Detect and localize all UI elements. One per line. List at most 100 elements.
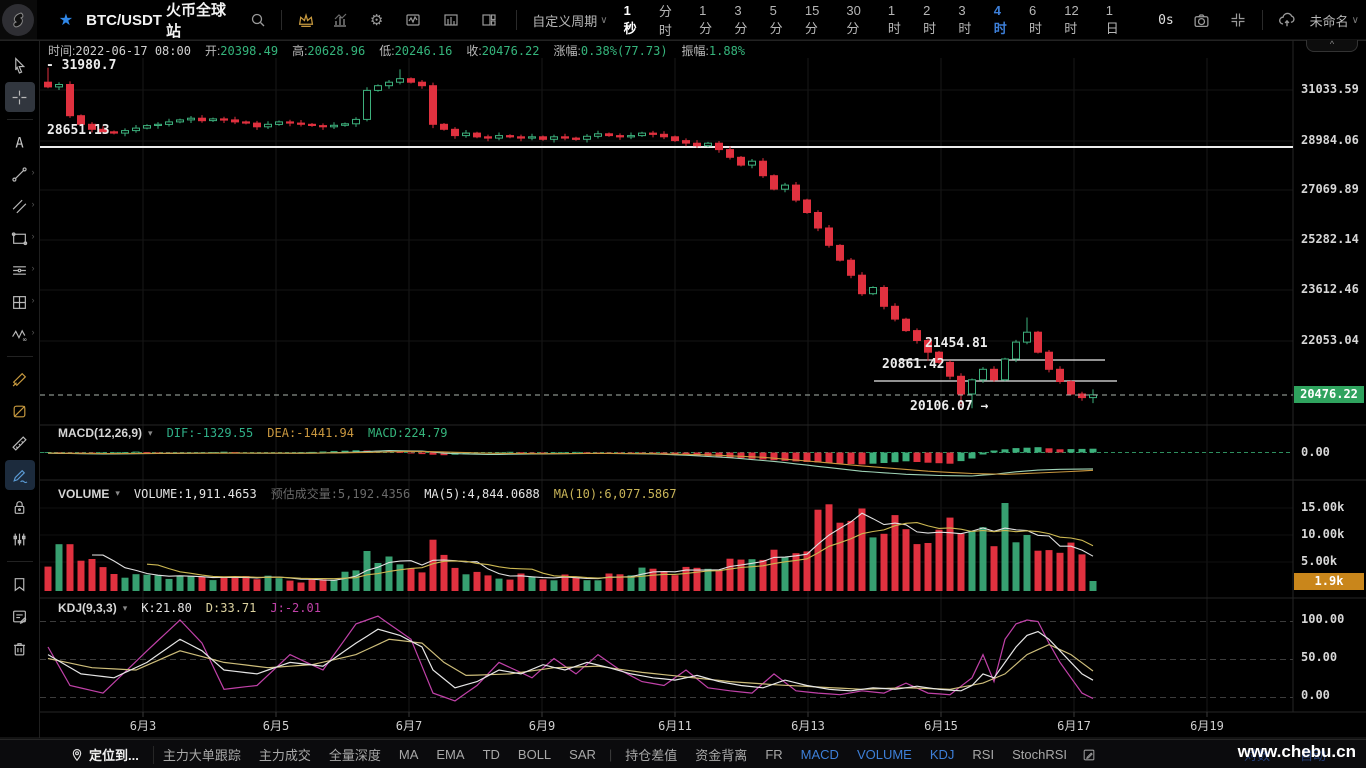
indicator-VOLUME[interactable]: VOLUME	[856, 747, 912, 762]
crown-icon[interactable]	[297, 12, 314, 29]
indicator-SAR[interactable]: SAR	[569, 747, 596, 762]
timeframe-3分[interactable]: 3分	[734, 3, 748, 36]
horizontal-lines-tool[interactable]: ›	[5, 255, 35, 285]
pair-name[interactable]: BTC/USDT	[86, 11, 162, 29]
indicator-MA[interactable]: MA	[398, 747, 419, 762]
macd-title[interactable]: MACD(12,26,9)	[58, 426, 143, 440]
info-振幅: 振幅:1.88%	[681, 43, 746, 58]
lock-tool[interactable]	[5, 492, 35, 522]
timeframe-1时[interactable]: 1时	[887, 3, 901, 36]
indicator-资金背离[interactable]: 资金背离	[695, 748, 748, 763]
kdj-k-value: K:21.80	[141, 601, 192, 615]
timeframe-1秒[interactable]: 1秒	[623, 3, 637, 36]
layout-icon[interactable]	[481, 12, 497, 28]
resistance-label[interactable]: 21454.81	[925, 336, 988, 351]
settings-sliders-tool[interactable]	[5, 524, 35, 554]
price-axis-label: 23612.46	[1301, 282, 1359, 296]
trendline-tool[interactable]: ›	[5, 159, 35, 189]
timeframe-1分[interactable]: 1分	[699, 3, 713, 36]
cloud-upload-icon[interactable]	[1278, 11, 1296, 29]
gear-icon[interactable]: ⚙	[369, 12, 384, 29]
volume-title[interactable]: VOLUME	[58, 486, 110, 501]
settings-sliders-icon	[13, 533, 26, 545]
chart-icon[interactable]	[332, 12, 348, 28]
favorite-star-icon[interactable]: ★	[58, 12, 74, 29]
timeframe-15分[interactable]: 15分	[804, 3, 820, 36]
indicator-MACD[interactable]: MACD	[800, 747, 839, 762]
timeframe-6时[interactable]: 6时	[1028, 3, 1042, 36]
monitor-icon[interactable]	[405, 12, 421, 28]
magic-brush-tool[interactable]	[5, 364, 35, 394]
indicator-主力成交[interactable]: 主力成交	[258, 748, 311, 763]
volume-ma5: MA(5):4,844.0688	[424, 486, 540, 501]
timeframe-分时[interactable]: 分时	[658, 4, 672, 38]
trash-tool[interactable]	[5, 633, 35, 663]
indicator-主力大单跟踪[interactable]: 主力大单跟踪	[162, 748, 241, 763]
timeframe-3时[interactable]: 3时	[958, 3, 972, 36]
pencil-tool[interactable]	[4, 460, 35, 490]
exchange-name: 火币全球站	[165, 2, 226, 40]
indicator-BOLL[interactable]: BOLL	[517, 747, 552, 762]
indicator-持仓差值[interactable]: 持仓差值	[625, 748, 678, 763]
divider	[1261, 10, 1263, 30]
indicator-EMA[interactable]: EMA	[436, 747, 465, 762]
ruler-tool[interactable]	[5, 428, 35, 458]
pencil-icon	[13, 469, 28, 483]
indicator-TD[interactable]: TD	[482, 747, 500, 762]
timeframe-4时[interactable]: 4时	[993, 3, 1007, 36]
crosshair-tool[interactable]	[4, 82, 35, 112]
macd-hist-value: MACD:224.79	[367, 426, 448, 440]
support-label[interactable]: 20861.42	[882, 357, 945, 372]
wave-tool[interactable]: ∞ ›	[5, 319, 35, 349]
note-tool[interactable]	[5, 601, 35, 631]
indicator-FR[interactable]: FR	[765, 747, 783, 762]
divider	[280, 10, 282, 30]
indicator-StochRSI[interactable]: StochRSI	[1012, 747, 1067, 762]
timeframe-30分[interactable]: 30分	[846, 3, 861, 36]
rectangle-tool[interactable]: ›	[5, 223, 35, 253]
volume-axis-label: 10.00k	[1301, 527, 1345, 541]
indicator-RSI[interactable]: RSI	[972, 747, 995, 762]
auto-scale-label[interactable]: 自动	[1299, 748, 1326, 763]
kdj-title[interactable]: KDJ(9,3,3)	[58, 601, 117, 615]
parallel-channel-icon	[12, 199, 27, 213]
parallel-channel-tool[interactable]: ›	[5, 191, 35, 221]
edit-indicators-icon[interactable]	[1076, 747, 1096, 763]
time-axis-label: 6月9	[528, 719, 556, 733]
app-logo[interactable]	[0, 0, 37, 40]
panel-bars-icon[interactable]	[443, 12, 459, 28]
kdj-axis-label: 100.00	[1301, 612, 1345, 626]
logo-swirl-icon	[13, 12, 24, 28]
chevron-down-icon[interactable]: ▾	[148, 427, 153, 438]
search-icon[interactable]	[250, 12, 266, 28]
layout-name-dropdown[interactable]: 未命名 ∨	[1309, 13, 1359, 29]
text-tool[interactable]: A	[5, 127, 35, 157]
indicator-全量深度[interactable]: 全量深度	[328, 748, 381, 763]
timeframe-12时[interactable]: 12时	[1064, 3, 1079, 36]
timeframe-1日[interactable]: 1日	[1105, 3, 1119, 36]
locate-button[interactable]: 定位到...	[0, 745, 154, 764]
delay-indicator: 0s	[1158, 12, 1174, 28]
brush-tool[interactable]	[5, 396, 35, 426]
collapse-infobar-pill[interactable]: ^	[1306, 40, 1358, 52]
indicator-KDJ[interactable]: KDJ	[929, 747, 955, 762]
info-高: 高:20628.96	[292, 43, 366, 58]
grid-tool[interactable]: ›	[5, 287, 35, 317]
collapse-icon[interactable]	[1230, 12, 1246, 28]
time-axis-label: 6月13	[791, 719, 825, 733]
timeframe-5分[interactable]: 5分	[769, 3, 783, 36]
chevron-down-icon[interactable]: ▾	[122, 602, 128, 613]
time-axis-label: 6月5	[262, 719, 290, 733]
watermark: www.chebu.cn	[1237, 742, 1356, 761]
camera-icon[interactable]	[1193, 12, 1210, 29]
ruler-icon	[12, 435, 27, 451]
custom-period-dropdown[interactable]: 自定义周期 ∨	[532, 13, 608, 29]
info-收: 收:20476.22	[466, 43, 540, 58]
timeframe-2时[interactable]: 2时	[923, 3, 937, 36]
cursor-tool[interactable]	[5, 50, 35, 80]
log-scale-label[interactable]: 对数	[1243, 748, 1270, 763]
bookmark-tool[interactable]	[5, 569, 35, 599]
chevron-down-icon[interactable]: ▾	[115, 488, 120, 498]
